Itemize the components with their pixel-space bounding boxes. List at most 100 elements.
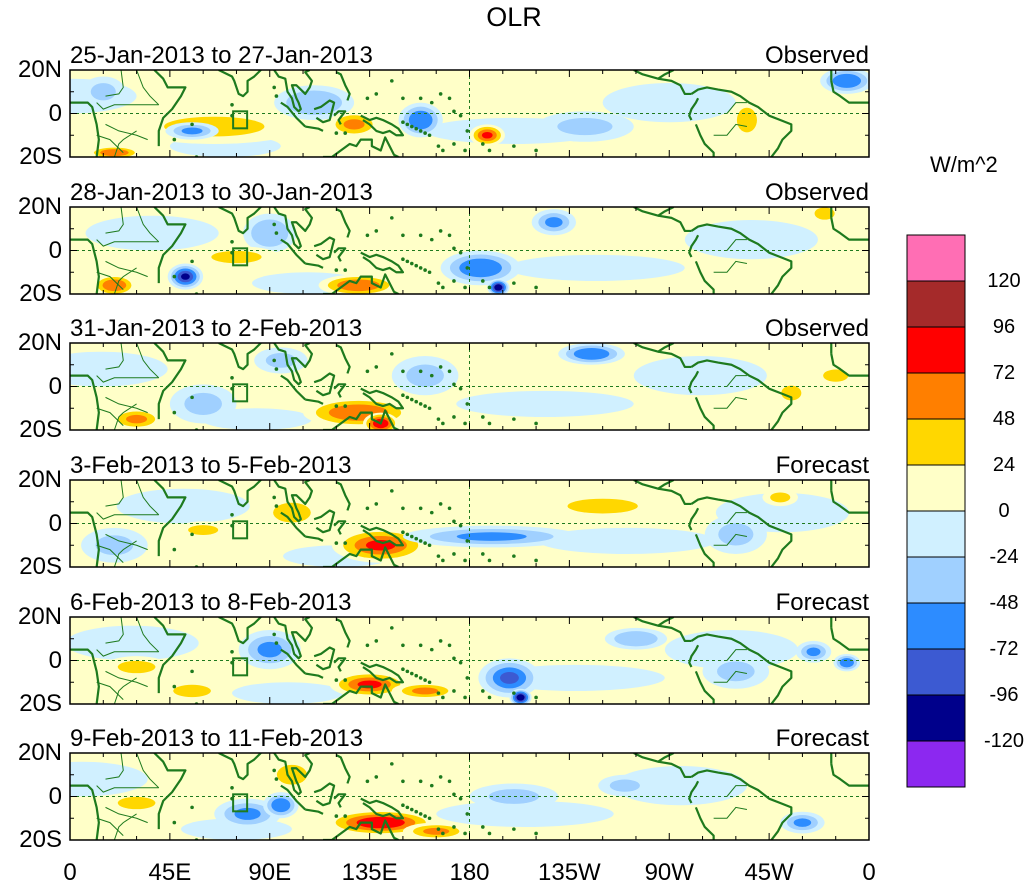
country-border [96,785,159,793]
island-dot [427,816,432,821]
island-dot [465,812,470,816]
colorbar-tick-label: -72 [989,638,1019,660]
coastline [694,396,715,430]
olr-anomaly-3 [126,414,148,424]
country-border [713,806,748,819]
island-dot [274,94,279,98]
island-dot [441,421,445,426]
island-dot [429,647,434,652]
island-dot [365,643,370,648]
olr-anomaly-1 [181,273,190,280]
island-dot [452,519,456,524]
island-dot [390,352,394,356]
island-dot [481,689,485,693]
coastline [333,247,347,262]
island-dot [465,676,470,680]
olr-anomaly-9 [609,779,640,792]
lon-label: 45E [148,859,192,886]
coastline [153,207,187,284]
island-dot [423,541,427,545]
map-panel-1 [69,69,870,158]
anomaly-patch [538,527,716,554]
country-border [113,130,137,157]
lon-label: 45W [744,859,794,886]
island-dot [230,650,234,654]
anomaly-patch [232,682,343,704]
olr-anomaly-9 [838,76,855,85]
island-dot [458,386,463,391]
country-border [726,512,747,524]
island-dot [414,263,419,268]
island-dot [465,129,470,133]
colorbar-swatch [906,464,966,512]
island-dot [487,831,492,836]
lat-label: 20S [19,416,62,443]
island-dot [463,831,467,836]
island-dot [534,285,538,290]
coastline [313,99,336,124]
panel-period-label: 6-Feb-2013 to 8-Feb-2013 [70,589,352,616]
island-dot [190,122,194,127]
chart-title: OLR [486,2,542,32]
island-dot [390,79,394,83]
island-dot [438,92,443,96]
island-dot [230,513,234,517]
island-dot [423,131,427,135]
coastline [273,617,314,660]
index-box [232,657,249,677]
country-border [136,480,160,516]
panel-kind-label: Observed [764,42,869,69]
island-dot [365,96,370,101]
panel-period-label: 3-Feb-2013 to 5-Feb-2013 [70,452,352,479]
island-dot [481,825,485,829]
country-border [713,123,748,136]
olr-anomaly-4 [581,350,602,358]
country-border [105,480,124,507]
country-border [136,70,160,106]
island-dot [452,552,456,556]
country-border [113,540,137,567]
island-dot [272,632,276,637]
island-dot [429,373,434,378]
island-dot [418,233,423,238]
country-border [113,403,137,430]
lat-label: 20S [19,690,62,717]
island-dot [374,502,379,506]
island-dot [401,506,405,511]
coastline [70,101,100,157]
index-box [232,247,249,267]
coastline [305,672,324,679]
country-border [726,785,747,797]
colorbar-tick-label: -96 [989,684,1019,706]
island-dot [427,406,432,411]
anomaly-patch [602,83,736,123]
coastline [218,617,262,645]
olr-anomaly-5 [257,641,282,658]
country-border [96,407,124,427]
coastline [830,80,869,104]
coastline [360,251,405,274]
island-dot [409,534,414,539]
country-border [105,343,124,370]
island-dot [374,775,379,779]
coastline [335,71,351,101]
coastline [305,535,324,542]
olr-anomaly-8 [770,492,791,503]
coastline [657,760,692,779]
country-border [105,533,148,551]
island-dot [405,122,410,127]
olr-anomaly-7 [545,217,563,228]
island-dot [441,148,445,153]
olr-anomaly-6 [184,392,222,415]
country-border [713,533,748,546]
island-dot [427,133,432,138]
lat-label: 20N [17,739,62,766]
coastline [218,480,262,508]
island-dot [465,402,470,406]
country-border [713,670,748,683]
island-dot [401,257,405,262]
island-dot [374,365,379,369]
island-dot [458,796,463,801]
island-dot [409,124,414,129]
island-dot [436,691,441,695]
